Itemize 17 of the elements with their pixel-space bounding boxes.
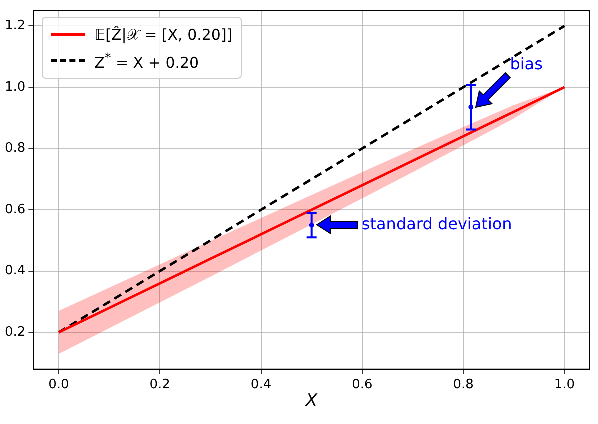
y-tick-label: 0.2: [4, 324, 26, 340]
x-axis-title: X: [306, 391, 318, 412]
x-tick-label: 0.0: [48, 378, 70, 393]
x-tick-label: 0.2: [150, 378, 170, 393]
legend-label: 𝔼[Ẑ|𝒳 = [X, 0.20]]: [94, 26, 233, 44]
x-tick-label: 0.6: [352, 378, 373, 393]
y-tick-label: 0.8: [4, 141, 26, 156]
y-tick-label: 1.0: [4, 80, 26, 95]
x-tick-label: 0.4: [250, 378, 272, 393]
y-tick-label: 0.4: [4, 264, 26, 279]
annotation: bias: [510, 54, 543, 74]
annotation: standard deviation: [362, 214, 512, 234]
y-tick-label: 1.2: [4, 18, 26, 34]
x-tick-label: 1.0: [554, 378, 576, 393]
x-tick-label: 0.8: [453, 378, 474, 393]
legend-label: Z$^{*}$ = X + 0.20: [94, 50, 200, 72]
y-tick-label: 0.6: [4, 202, 26, 218]
